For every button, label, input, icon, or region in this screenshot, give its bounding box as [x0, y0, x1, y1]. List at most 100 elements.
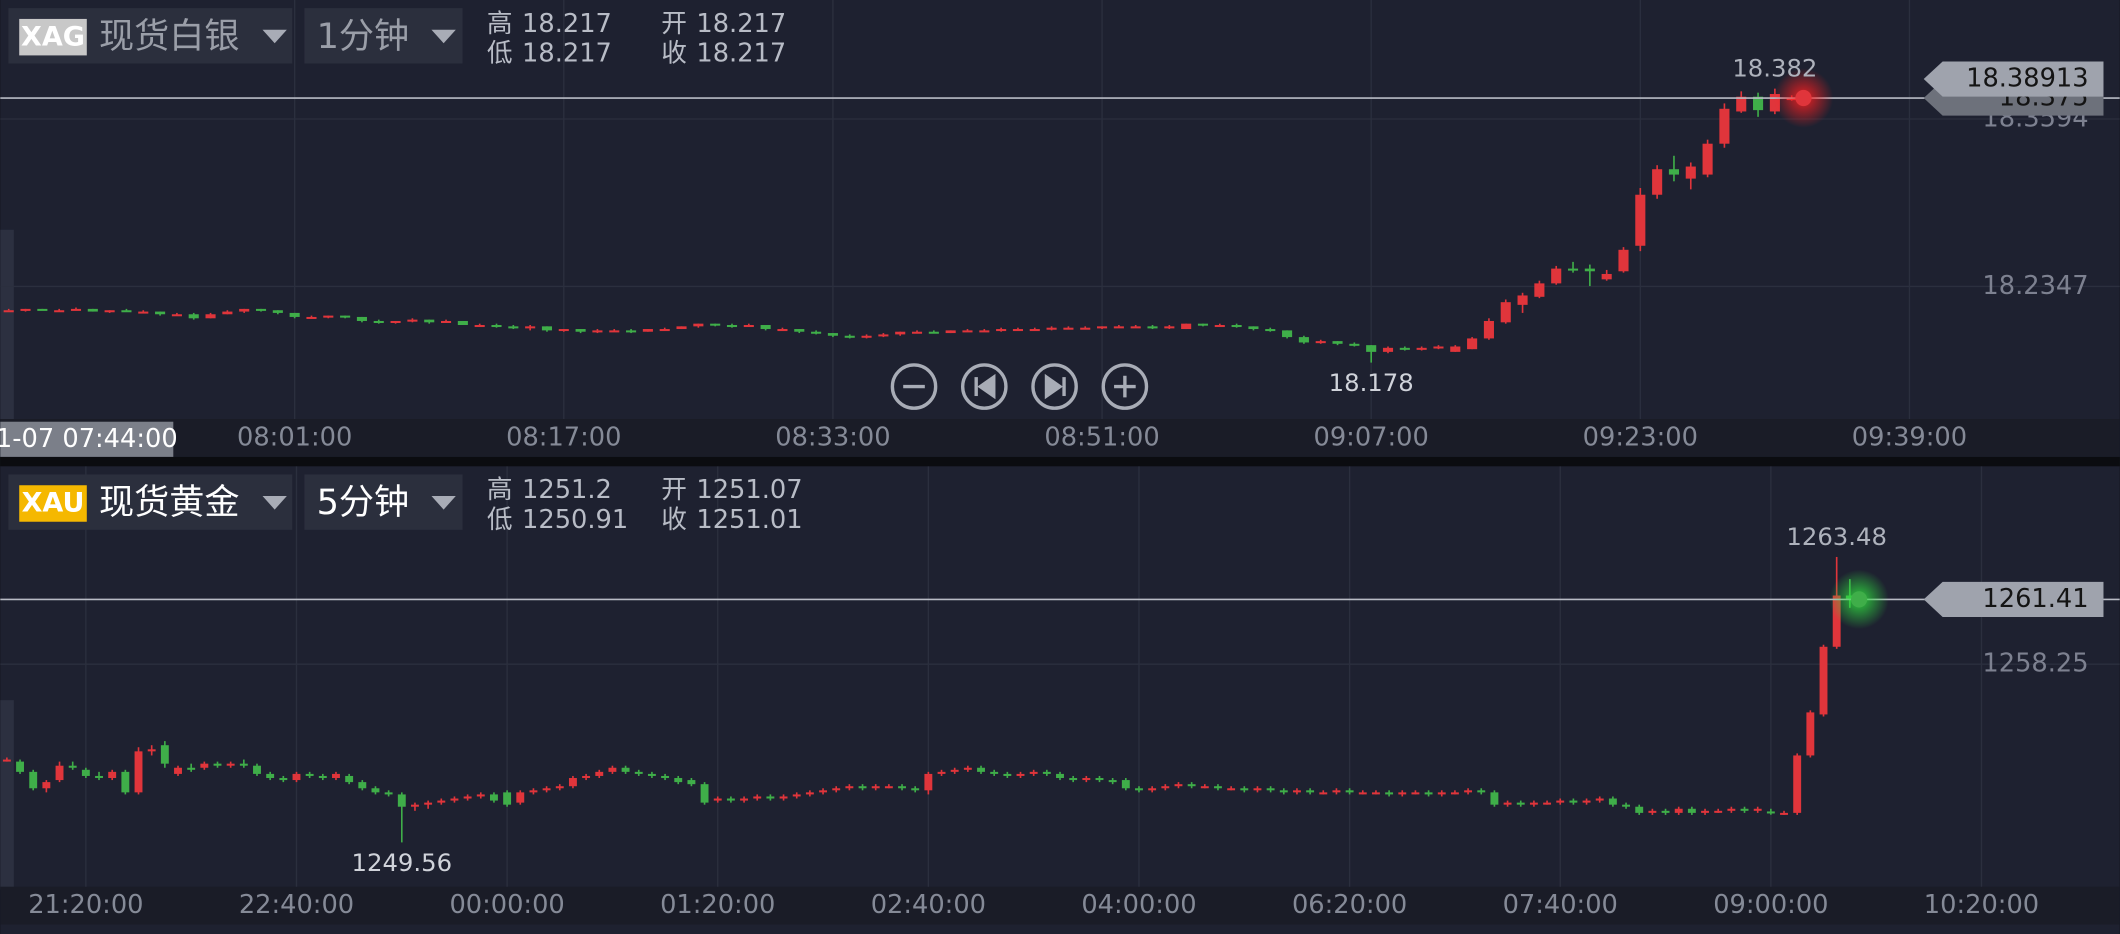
candle-body [1464, 790, 1473, 793]
candle-body [1727, 808, 1736, 811]
high-label: 18.382 [1732, 54, 1817, 83]
candle-body [1832, 595, 1841, 647]
candle-body [1227, 788, 1236, 791]
candle-body [187, 767, 196, 770]
candle-body [608, 767, 617, 772]
candle-body [777, 329, 788, 332]
candle-body [3, 310, 14, 313]
candle-body [239, 763, 248, 766]
candle-body [1358, 792, 1367, 795]
x-axis-band [0, 886, 2120, 925]
x-tick-label: 02:40:00 [871, 890, 986, 920]
candle-body [1437, 792, 1446, 795]
symbol-name: 现货黄金 [99, 482, 240, 523]
candle-body [1315, 341, 1326, 344]
x-tick-label: 22:40:00 [239, 890, 354, 920]
candle-body [188, 314, 199, 319]
candle-body [1601, 273, 1612, 280]
candle-body [924, 773, 933, 791]
x-tick-label: 09:07:00 [1314, 422, 1429, 452]
candle-body [1635, 806, 1644, 813]
candle-body [1714, 810, 1723, 813]
candle-body [81, 769, 90, 776]
candle-body [1366, 345, 1377, 352]
candle-body [845, 786, 854, 789]
candle-body [674, 778, 683, 783]
candle-body [332, 773, 340, 779]
price-tag-label: 1261.41 [1982, 584, 2088, 614]
candle-body [68, 765, 77, 768]
candle-body [371, 788, 380, 793]
candle-body [174, 767, 182, 774]
low-label: 18.178 [1329, 368, 1414, 397]
candle-body [200, 763, 209, 768]
candle-body [1534, 283, 1545, 297]
info-open-value: 1251.07 [696, 475, 802, 505]
candle-body [1416, 347, 1427, 350]
candle-body [1766, 811, 1775, 814]
candle-body [1702, 143, 1713, 175]
candle-body [950, 769, 959, 772]
candle-body [743, 325, 754, 328]
candle-body [990, 771, 999, 774]
candle-body [1701, 810, 1709, 813]
candle-body [20, 308, 31, 311]
candle-body [1399, 347, 1410, 350]
candle-body [525, 326, 536, 329]
candle-body [205, 314, 216, 319]
candle-body [1450, 792, 1459, 795]
candle-body [1097, 326, 1108, 329]
info-open-value: 18.217 [696, 9, 786, 39]
candle-body [710, 323, 721, 326]
candle-body [424, 319, 435, 323]
candle-body [440, 320, 452, 324]
info-close-value: 18.217 [696, 39, 786, 69]
candle-body [811, 331, 822, 334]
period-dropdown[interactable] [304, 8, 463, 64]
candle-body [832, 788, 841, 791]
candle-body [726, 325, 738, 328]
scroll-start-button[interactable] [960, 363, 1008, 410]
candle-body [222, 311, 233, 315]
candle-body [306, 316, 317, 319]
low-label: 1249.56 [352, 848, 453, 877]
info-open-label: 开 [661, 475, 687, 505]
candle-body [1174, 784, 1183, 787]
candle-body [1668, 169, 1680, 175]
candle-body [1130, 326, 1141, 329]
candle-body [1371, 792, 1380, 795]
candle-body [687, 780, 696, 785]
candle-body [1648, 810, 1657, 813]
candle-body [474, 325, 485, 328]
candle-body [29, 771, 38, 789]
candle-body [844, 335, 855, 338]
candle-body [437, 800, 446, 803]
candle-body [1135, 788, 1143, 791]
x-tick-label: 08:33:00 [775, 422, 890, 452]
info-open-label: 开 [661, 9, 687, 39]
candle-body [621, 767, 630, 772]
candle-body [1108, 780, 1117, 783]
scroll-end-button[interactable] [1031, 363, 1078, 410]
candle-body [753, 796, 762, 799]
candle-body [555, 786, 564, 789]
candle-body [54, 310, 65, 313]
cursor-handle [0, 229, 14, 420]
candle-body [1003, 773, 1012, 776]
top-panel [0, 0, 2120, 457]
candle-body [1503, 802, 1512, 805]
candle-body [634, 771, 643, 774]
candle-body [884, 786, 893, 789]
candle-body [878, 334, 889, 337]
zoom-in-button[interactable] [1101, 363, 1149, 410]
candle-body [541, 326, 553, 331]
candle-body [323, 315, 334, 318]
candle-body [595, 771, 604, 776]
x-tick-label: 09:23:00 [1583, 422, 1698, 452]
period-dropdown[interactable] [304, 474, 463, 530]
candle-body [1231, 325, 1242, 328]
cursor-handle [0, 700, 14, 890]
candle-body [1082, 778, 1091, 781]
zoom-out-button[interactable] [890, 363, 938, 410]
candle-body [108, 771, 117, 779]
